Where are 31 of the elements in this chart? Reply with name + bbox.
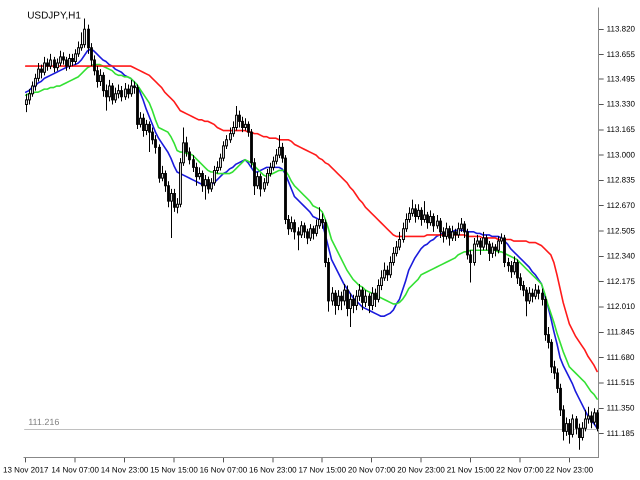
x-tick-label: 22 Nov 07:00 (496, 465, 544, 474)
ref-line-label: 111.216 (28, 416, 60, 427)
y-tick-label: 112.505 (606, 226, 636, 236)
chart-title: USDJPY,H1 (27, 10, 82, 22)
y-tick-label: 112.010 (606, 302, 636, 312)
y-tick-label: 112.670 (606, 200, 636, 210)
y-tick-label: 113.330 (606, 100, 636, 109)
y-tick-label: 111.350 (606, 404, 635, 412)
y-tick-label: 112.175 (606, 276, 636, 286)
y-tick-label: 113.165 (606, 124, 636, 134)
y-tick-label: 111.680 (606, 352, 635, 362)
x-tick-label: 17 Nov 15:00 (298, 465, 347, 474)
x-tick-label: 20 Nov 23:00 (397, 465, 446, 474)
x-tick-label: 13 Nov 2017 (3, 465, 49, 474)
y-tick-label: 113.655 (606, 50, 636, 59)
x-tick-label: 14 Nov 07:00 (51, 465, 100, 474)
x-tick-label: 16 Nov 23:00 (249, 465, 298, 474)
y-tick-label: 112.340 (606, 252, 636, 261)
y-tick-label: 111.845 (606, 328, 635, 337)
y-tick-label: 113.000 (606, 150, 636, 160)
y-tick-label: 112.835 (606, 176, 636, 185)
x-tick-label: 15 Nov 15:00 (150, 465, 198, 474)
x-tick-label: 14 Nov 23:00 (100, 465, 149, 474)
y-tick-label: 113.820 (606, 24, 636, 34)
x-tick-label: 22 Nov 23:00 (546, 465, 594, 474)
x-tick-label: 16 Nov 07:00 (200, 465, 248, 474)
y-tick-label: 111.185 (606, 428, 635, 438)
x-tick-label: 21 Nov 15:00 (446, 465, 495, 474)
y-tick-label: 113.495 (606, 74, 636, 84)
y-tick-label: 111.515 (606, 378, 635, 388)
x-tick-label: 20 Nov 07:00 (348, 465, 396, 474)
